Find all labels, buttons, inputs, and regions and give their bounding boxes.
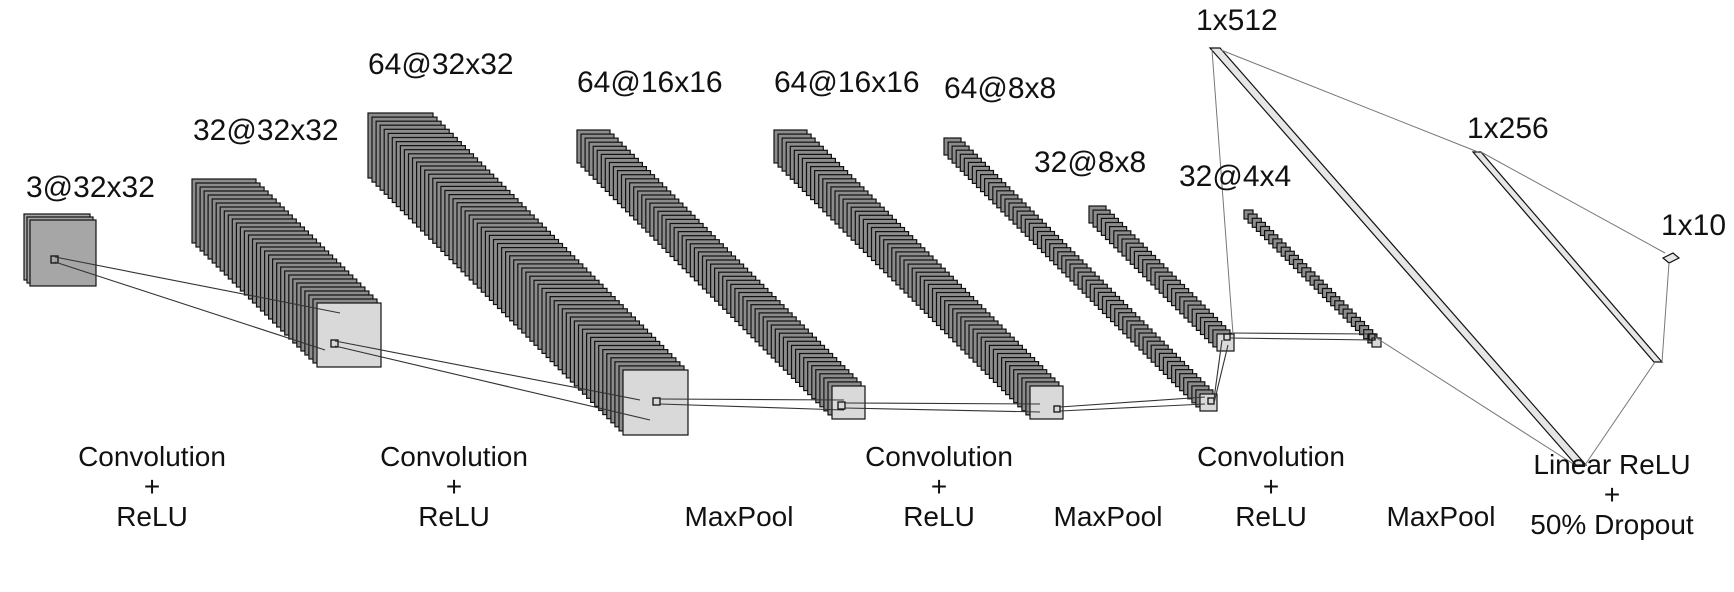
- operation-line: 50% Dropout: [1530, 509, 1694, 540]
- connection-line: [54, 261, 326, 351]
- receptive-field-box: [1053, 405, 1061, 413]
- operation-op-pool1: MaxPool: [685, 501, 794, 532]
- operation-line: Convolution: [1197, 441, 1345, 472]
- fc-bar-fc1: [1208, 47, 1588, 466]
- connection-line: [659, 403, 845, 411]
- operation-line: ReLU: [1235, 501, 1307, 532]
- operation-line: Linear ReLU: [1533, 449, 1690, 480]
- stack-pool1: [576, 129, 866, 420]
- connection-line: [1213, 344, 1229, 404]
- layer-label-pool2: 64@8x8: [944, 72, 1056, 105]
- operation-line: Convolution: [78, 441, 226, 472]
- layer-label-conv3: 64@16x16: [774, 66, 920, 99]
- front-map-conv2: [622, 369, 689, 436]
- layer-label-pool3: 32@4x4: [1179, 160, 1291, 193]
- fc-connection: [1220, 49, 1479, 153]
- connection-line: [844, 407, 1041, 413]
- fc-connection: [1584, 361, 1656, 466]
- operation-line: +: [931, 471, 947, 502]
- stack-conv1: [191, 178, 382, 368]
- layer-label-input: 3@32x32: [26, 171, 155, 204]
- layer-label-conv1: 32@32x32: [193, 114, 339, 147]
- receptive-field-box: [652, 397, 661, 406]
- connection-line: [659, 398, 845, 401]
- operation-op-linear: Linear ReLU+50% Dropout: [1530, 449, 1694, 540]
- operation-line: +: [144, 471, 160, 502]
- fc-connection: [1211, 49, 1234, 335]
- operation-line: ReLU: [116, 501, 188, 532]
- connection-line: [334, 340, 641, 401]
- receptive-field-box: [1223, 333, 1231, 341]
- stack-conv3: [773, 129, 1064, 420]
- stack-input: [23, 213, 97, 287]
- fc-bar-fc2: [1471, 151, 1664, 363]
- fc-connection: [1480, 151, 1666, 254]
- connection-line: [54, 256, 341, 314]
- fc-connection: [1374, 336, 1576, 466]
- front-map-conv1: [316, 302, 382, 368]
- connection-line: [1059, 396, 1206, 408]
- operation-line: ReLU: [903, 501, 975, 532]
- operation-op-pool3: MaxPool: [1387, 501, 1496, 532]
- operation-op-conv3: Convolution+ReLU: [865, 441, 1013, 532]
- operation-op-conv4: Convolution+ReLU: [1197, 441, 1345, 532]
- receptive-field-box: [50, 255, 59, 264]
- connection-line: [844, 402, 1041, 405]
- operation-line: MaxPool: [685, 501, 794, 532]
- fc-connection: [1661, 262, 1670, 363]
- connection-line: [1213, 339, 1223, 400]
- operation-line: ReLU: [418, 501, 490, 532]
- fc-bar-fc3: [1661, 252, 1681, 264]
- connection-line: [1229, 337, 1373, 341]
- receptive-field-box: [330, 339, 339, 348]
- layer-label-fc2: 1x256: [1467, 112, 1549, 145]
- layer-label-fc3: 1x10: [1661, 209, 1726, 242]
- operation-line: Convolution: [865, 441, 1013, 472]
- connection-line: [1059, 403, 1206, 412]
- layer-label-conv4: 32@8x8: [1034, 146, 1146, 179]
- connection-line: [1229, 332, 1373, 335]
- operation-op-conv2: Convolution+ReLU: [380, 441, 528, 532]
- front-map-input: [29, 219, 97, 287]
- front-map-conv3: [1029, 385, 1064, 420]
- operation-line: MaxPool: [1054, 501, 1163, 532]
- stack-conv2: [367, 112, 689, 436]
- layer-label-pool1: 64@16x16: [577, 66, 723, 99]
- layer-label-conv2: 64@32x32: [368, 48, 514, 81]
- operation-op-pool2: MaxPool: [1054, 501, 1163, 532]
- front-map-conv4: [1216, 333, 1235, 352]
- connection-lines: [50, 49, 1670, 466]
- connection-line: [334, 345, 651, 421]
- operation-line: MaxPool: [1387, 501, 1496, 532]
- feature-map-stacks: [23, 112, 1382, 436]
- operation-line: +: [1604, 479, 1620, 510]
- stack-pool2: [943, 137, 1218, 412]
- layer-labels: 3@32x32 32@32x32 64@32x32 64@16x16 64@16x16 6…: [26, 4, 1726, 242]
- layer-label-fc1: 1x512: [1196, 4, 1278, 37]
- fully-connected-layers: [1208, 47, 1681, 466]
- operation-line: +: [1263, 471, 1279, 502]
- operation-op-conv1: Convolution+ReLU: [78, 441, 226, 532]
- receptive-field-box: [837, 401, 846, 410]
- stack-conv4: [1088, 205, 1235, 352]
- operation-line: +: [446, 471, 462, 502]
- operation-line: Convolution: [380, 441, 528, 472]
- stack-pool3: [1243, 209, 1382, 348]
